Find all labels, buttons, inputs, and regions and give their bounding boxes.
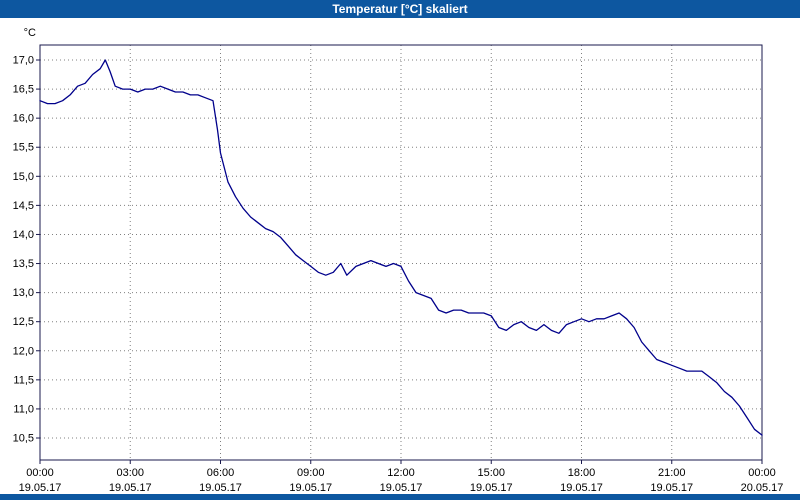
x-axis-time-label: 06:00: [207, 467, 235, 479]
x-axis-date-label: 19.05.17: [470, 482, 513, 494]
x-axis-date-label: 19.05.17: [380, 482, 423, 494]
y-axis-tick-label: 12,5: [13, 316, 34, 328]
y-axis-unit-label: °C: [24, 27, 36, 39]
y-axis-tick-label: 16,5: [13, 84, 34, 96]
window-title: Temperatur [°C] skaliert: [332, 2, 468, 16]
y-axis-tick-label: 16,0: [13, 113, 34, 125]
x-axis-time-label: 15:00: [477, 467, 505, 479]
window-bottom-bar: [0, 494, 800, 500]
y-axis-tick-label: 15,5: [13, 142, 34, 154]
plot-border: [39, 44, 763, 461]
y-axis-tick-label: 13,0: [13, 287, 34, 299]
y-axis-tick-label: 17,0: [13, 55, 34, 67]
x-axis-time-label: 18:00: [568, 467, 596, 479]
x-axis-time-label: 12:00: [387, 467, 415, 479]
y-axis-tick-label: 13,5: [13, 258, 34, 270]
temperature-chart: 17,0 16,5 16,0 15,5 15,0 14,5 14,0 13,5 13,0 12,5…: [0, 18, 800, 494]
x-axis-time-label: 09:00: [297, 467, 325, 479]
y-axis-tick-label: 11,0: [13, 403, 34, 415]
y-axis-tick-label: 14,0: [13, 229, 34, 241]
x-axis-date-label: 20.05.17: [741, 482, 784, 494]
y-axis-tick-label: 10,5: [13, 433, 34, 445]
y-axis-tick-label: 15,0: [13, 171, 34, 183]
window-title-bar: Temperatur [°C] skaliert: [0, 0, 800, 18]
x-axis-date-label: 19.05.17: [650, 482, 693, 494]
y-axis-tick-label: 11,5: [13, 374, 34, 386]
x-axis-time-label: 03:00: [116, 467, 144, 479]
y-axis-tick-label: 14,5: [13, 200, 34, 212]
x-axis-date-label: 19.05.17: [109, 482, 152, 494]
x-axis-date-label: 19.05.17: [289, 482, 332, 494]
x-axis-time-label: 21:00: [658, 467, 686, 479]
x-axis-time-label: 00:00: [26, 467, 54, 479]
temperature-line: [39, 59, 763, 436]
x-axis-time-label: 00:00: [748, 467, 776, 479]
chart-canvas: 17,0 16,5 16,0 15,5 15,0 14,5 14,0 13,5 13,0 12,5…: [13, 27, 784, 494]
x-axis-date-label: 19.05.17: [199, 482, 242, 494]
x-axis-date-label: 19.05.17: [19, 482, 62, 494]
y-axis-tick-label: 12,0: [13, 345, 34, 357]
x-axis-date-label: 19.05.17: [560, 482, 603, 494]
